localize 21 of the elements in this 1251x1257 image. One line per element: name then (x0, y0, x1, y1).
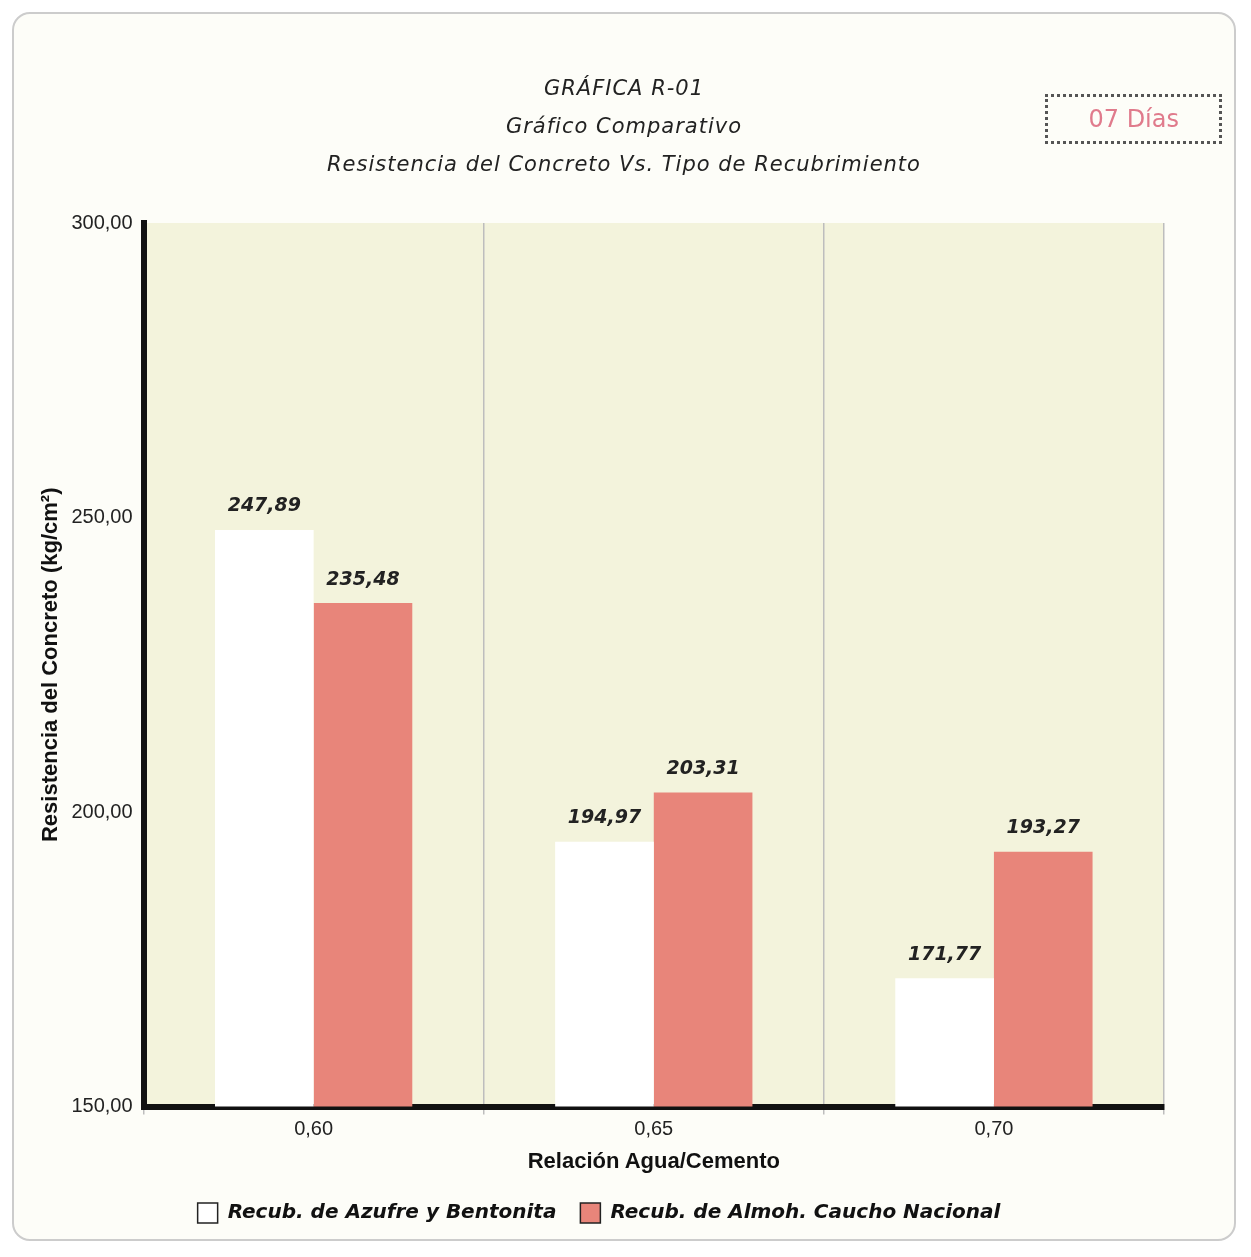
x-tick-label: 0,70 (974, 1117, 1014, 1140)
y-tick-label: 150,00 (71, 1094, 133, 1117)
legend-label: Recub. de Almoh. Caucho Nacional (610, 1199, 1002, 1224)
text: Resistencia del Concreto Vs. Tipo de Recubrimiento (326, 151, 922, 178)
text: 07 Días (1045, 94, 1222, 144)
data-label: 194,97 (567, 805, 642, 828)
x-tick-label: 0,60 (294, 1117, 334, 1140)
data-label: 203,31 (666, 756, 740, 779)
data-label: 171,77 (907, 941, 983, 964)
y-tick-label: 300,00 (71, 210, 133, 233)
y-tick-label: 250,00 (71, 505, 133, 528)
x-axis-title: Relación Agua/Cemento (527, 1147, 780, 1173)
y-axis-title: Resistencia del Concreto (kg/cm²) (37, 487, 63, 843)
data-label: 247,89 (227, 493, 301, 516)
chart-subtitle: Gráfico Comparativo (505, 114, 743, 138)
chart-title: GRÁFICA R-01 (543, 76, 705, 100)
legend-label: Recub. de Azufre y Bentonita (227, 1199, 557, 1224)
x-tick-label: 0,65 (634, 1117, 674, 1140)
data-label: 235,48 (326, 566, 400, 589)
data-label: 193,27 (1006, 815, 1081, 838)
y-tick-label: 200,00 (71, 799, 133, 822)
